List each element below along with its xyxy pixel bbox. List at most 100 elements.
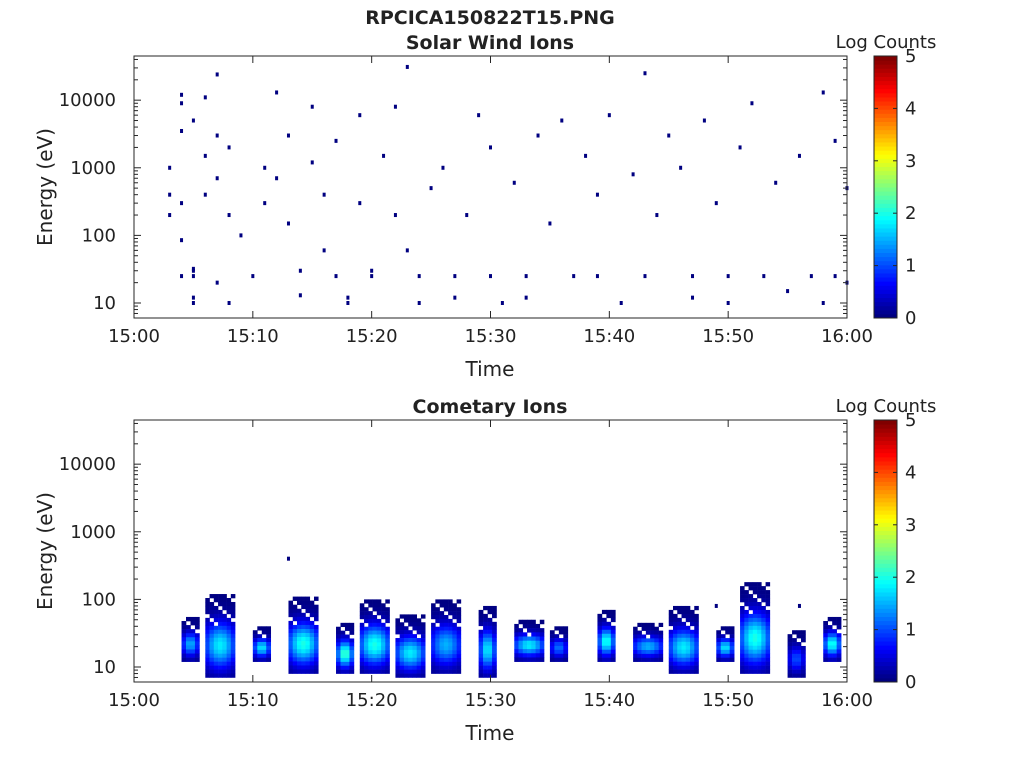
burst-cell <box>832 633 837 638</box>
data-point <box>595 192 599 197</box>
burst-cell <box>376 642 382 647</box>
burst-cell <box>399 634 405 639</box>
burst-cell <box>261 630 267 635</box>
burst-cell <box>412 673 417 678</box>
burst-cell <box>673 641 678 647</box>
burst-cell <box>483 661 488 666</box>
burst-cell <box>431 615 436 620</box>
burst-cell <box>685 653 691 658</box>
colorbar-cell <box>874 612 897 617</box>
burst-cell <box>412 645 417 651</box>
burst-cell <box>412 665 417 670</box>
burst-cell <box>296 620 302 626</box>
burst-cell <box>403 649 409 655</box>
burst-cell <box>800 653 806 659</box>
burst-cell <box>690 649 695 654</box>
data-point <box>489 145 492 150</box>
x-tick-label: 15:40 <box>583 690 635 711</box>
burst-cell <box>725 638 730 643</box>
burst-cell <box>443 607 449 612</box>
burst-cell <box>823 645 829 650</box>
burst-cell <box>385 638 390 643</box>
burst-cell <box>633 657 638 662</box>
burst-cell <box>448 603 453 608</box>
burst-cell <box>483 657 488 662</box>
burst-cell <box>694 629 699 635</box>
colorbar-label-solar-wind: Log Counts <box>836 32 937 53</box>
burst-cell <box>403 618 409 623</box>
burst-cell <box>740 609 745 615</box>
colorbar-cell <box>874 60 897 65</box>
colorbar-cell <box>874 591 897 597</box>
burst-cell <box>456 654 462 659</box>
burst-cell <box>761 657 766 662</box>
burst-cell <box>452 657 457 663</box>
burst-cell <box>487 633 493 639</box>
burst-cell <box>205 601 210 607</box>
burst-cell <box>412 614 417 619</box>
colorbar-cell <box>874 661 897 667</box>
burst-cell <box>288 669 294 674</box>
burst-cell <box>257 626 263 631</box>
burst-cell <box>443 615 449 620</box>
burst-cell <box>349 661 355 667</box>
burst-cell <box>372 599 378 604</box>
burst-cell <box>761 590 766 595</box>
colorbar-cell <box>874 297 897 303</box>
burst-cell <box>765 617 771 623</box>
burst-cell <box>694 637 699 643</box>
colorbar-cell <box>874 227 897 233</box>
burst-cell <box>431 638 436 643</box>
burst-cell <box>213 641 219 646</box>
colorbar-cell <box>874 137 897 143</box>
burst-cell <box>650 630 655 635</box>
burst-cell <box>209 637 215 643</box>
burst-cell <box>288 608 294 614</box>
burst-cell <box>752 617 758 623</box>
burst-cell <box>752 657 758 662</box>
burst-cell <box>416 649 422 655</box>
burst-cell <box>606 629 612 635</box>
burst-cell <box>266 657 272 662</box>
burst-cell <box>309 608 315 614</box>
x-ticks-cometary: 15:00 15:10 15:20 15:30 15:40 15:50 16:00 <box>108 420 873 711</box>
burst-cell <box>729 634 735 639</box>
burst-cell <box>456 634 462 639</box>
burst-cell <box>729 649 735 655</box>
burst-cell <box>673 629 678 635</box>
burst-cell <box>364 654 369 659</box>
burst-cell <box>478 633 484 639</box>
burst-cell <box>558 649 564 655</box>
burst-cell <box>218 645 223 650</box>
data-point <box>726 301 730 306</box>
burst-cell <box>301 616 306 622</box>
burst-cell <box>313 633 319 638</box>
burst-cell <box>292 649 298 654</box>
burst-cell <box>420 661 426 666</box>
colorbar-cell <box>874 223 897 229</box>
burst-cell <box>340 622 346 628</box>
colorbar-cell <box>874 268 897 274</box>
burst-cell <box>761 625 766 631</box>
burst-cell <box>744 617 749 623</box>
burst-cell <box>668 649 674 654</box>
burst-cell <box>372 626 378 631</box>
burst-cell <box>439 665 445 670</box>
burst-cell <box>601 637 607 643</box>
burst-cell <box>305 616 311 622</box>
burst-cell <box>222 621 227 627</box>
burst-cell <box>535 644 541 650</box>
burst-cell <box>654 638 659 643</box>
burst-cell <box>376 603 382 608</box>
burst-cell <box>610 613 616 619</box>
burst-cell <box>748 645 754 651</box>
burst-cell <box>492 645 497 650</box>
burst-cell <box>787 665 793 670</box>
burst-cell <box>677 629 682 635</box>
burst-cell <box>349 626 355 631</box>
burst-cell <box>641 622 647 628</box>
burst-cell <box>673 621 678 627</box>
burst-cell <box>368 650 373 655</box>
burst-cell <box>792 645 797 651</box>
burst-cell <box>209 645 215 650</box>
